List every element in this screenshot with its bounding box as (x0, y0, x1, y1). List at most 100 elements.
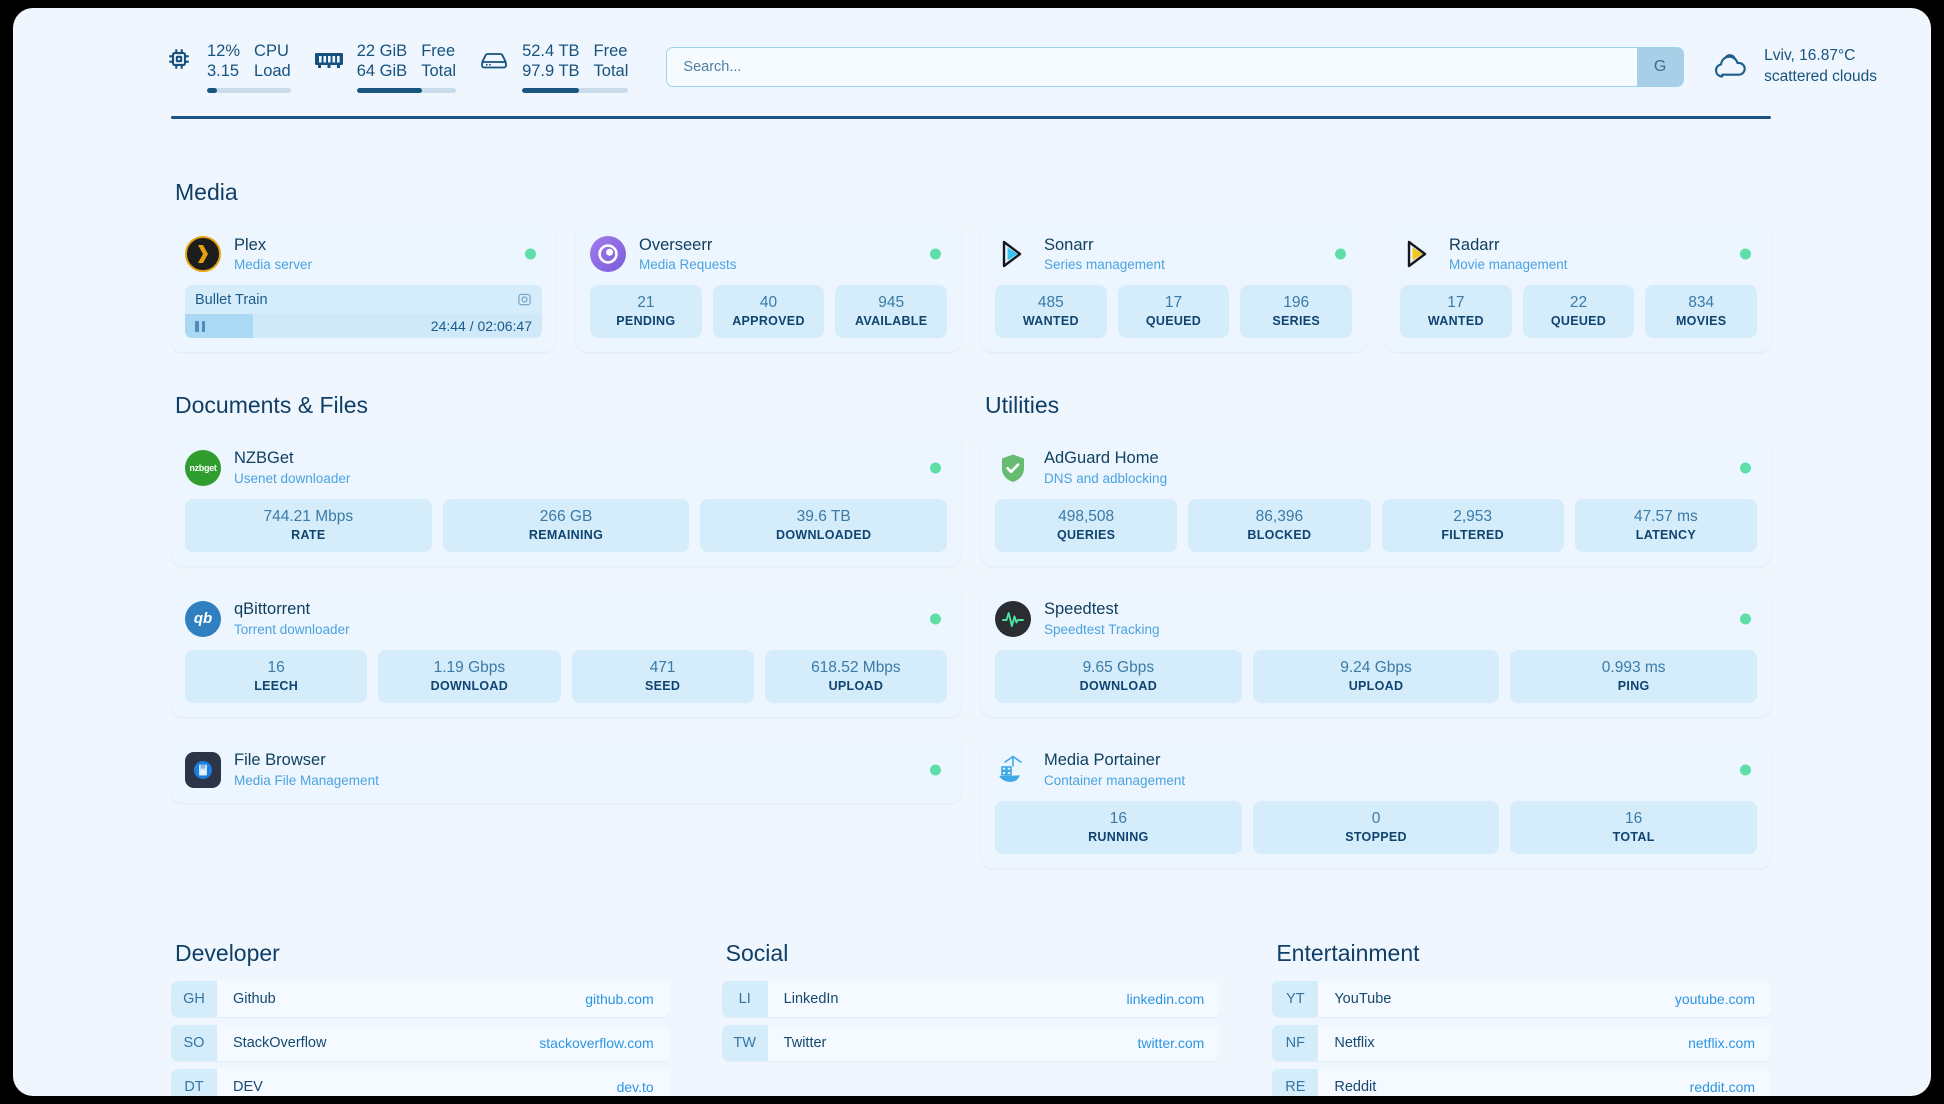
app-card-nzbget[interactable]: nzbget NZBGet Usenet downloader 744.21 M… (171, 435, 961, 567)
section-title-documents: Documents & Files (175, 392, 369, 419)
stat-tile: 40 APPROVED (712, 285, 825, 339)
app-card-speedtest[interactable]: Speedtest Speedtest Tracking 9.65 Gbps D… (981, 586, 1771, 718)
bookmark-abbr: GH (171, 980, 217, 1017)
stat-tile: 39.6 TB DOWNLOADED (700, 499, 948, 553)
stat-tile: 86,396 BLOCKED (1188, 499, 1371, 553)
stat-tile: 17 QUEUED (1117, 285, 1230, 339)
speedtest-icon (995, 600, 1031, 637)
bookmark-group-entertainment: Entertainment YT YouTube youtube.com NF … (1272, 939, 1772, 1096)
playback-progress-bar[interactable]: 24:44 / 02:06:47 (185, 314, 542, 339)
bookmark-item[interactable]: SO StackOverflow stackoverflow.com (171, 1024, 670, 1061)
app-name: Speedtest (1044, 600, 1119, 619)
memory-icon (313, 41, 345, 77)
app-stats: 485 WANTED 17 QUEUED 196 SERIES (995, 285, 1353, 339)
memory-values: 22 GiB 64 GiB (356, 41, 408, 80)
app-card-overseerr[interactable]: Overseerr Media Requests 21 PENDING 40 A… (576, 221, 961, 353)
bookmark-abbr: YT (1272, 980, 1319, 1017)
stat-tile: 1.19 Gbps DOWNLOAD (378, 650, 561, 704)
bookmark-url[interactable]: reddit.com (1689, 1078, 1756, 1095)
pause-icon[interactable] (195, 320, 205, 332)
app-stats: 16 RUNNING 0 STOPPED 16 TOTAL (995, 801, 1758, 854)
app-name: File Browser (234, 751, 326, 770)
app-name: Media Portainer (1044, 751, 1161, 770)
search-engine-button[interactable]: G (1637, 48, 1684, 86)
app-card-adguard-home[interactable]: AdGuard Home DNS and adblocking 498,508 … (981, 435, 1771, 567)
app-stats: 16 LEECH 1.19 Gbps DOWNLOAD 471 SEED (185, 650, 947, 704)
bookmark-name: StackOverflow (233, 1034, 327, 1051)
stat-tile: 945 AVAILABLE (835, 285, 948, 339)
app-stats: 21 PENDING 40 APPROVED 945 AVAILABLE (590, 285, 948, 339)
weather-condition: scattered clouds (1764, 68, 1877, 85)
stat-tile: 0 STOPPED (1252, 801, 1500, 854)
plex-icon (185, 235, 221, 272)
bookmark-item[interactable]: NF Netflix netflix.com (1272, 1024, 1772, 1061)
stat-tile: 9.24 Gbps UPLOAD (1252, 650, 1500, 704)
status-badge (930, 462, 941, 474)
stat-tile: 744.21 Mbps RATE (185, 499, 432, 553)
bookmark-url[interactable]: netflix.com (1688, 1034, 1756, 1051)
header-bar: 12% 3.15 CPU Load (13, 8, 1931, 100)
header-divider (171, 116, 1771, 119)
bookmark-item[interactable]: DT DEV dev.to (171, 1068, 670, 1096)
app-name: qBittorrent (234, 600, 311, 619)
app-name: Plex (234, 235, 267, 254)
bookmarks-area: Developer GH Github github.com SO StackO… (171, 939, 1772, 1096)
bookmark-abbr: SO (171, 1024, 217, 1061)
memory-usage-bar (356, 88, 457, 94)
stat-tile: 16 TOTAL (1510, 801, 1758, 854)
bookmark-name: Github (233, 990, 276, 1007)
bookmark-group-title: Developer (175, 939, 280, 966)
stat-cpu: 12% 3.15 CPU Load (163, 41, 291, 94)
nzbget-icon: nzbget (185, 449, 221, 486)
app-card-plex[interactable]: Plex Media server Bullet Train (171, 221, 556, 353)
app-subtitle: Series management (1044, 256, 1165, 272)
bookmark-name: DEV (233, 1078, 263, 1095)
stat-tile: 2,953 FILTERED (1381, 499, 1564, 553)
bookmark-url[interactable]: youtube.com (1674, 990, 1756, 1007)
status-badge (1740, 764, 1751, 776)
bookmark-item[interactable]: RE Reddit reddit.com (1272, 1068, 1772, 1096)
memory-labels: Free Total (421, 41, 457, 80)
app-card-file-browser[interactable]: File Browser Media File Management (171, 737, 961, 804)
app-card-qbittorrent[interactable]: qb qBittorrent Torrent downloader 16 (171, 586, 961, 718)
stat-tile: 196 SERIES (1240, 285, 1353, 339)
bookmark-url[interactable]: stackoverflow.com (539, 1034, 654, 1051)
bookmark-name: Twitter (783, 1034, 827, 1051)
cloud-icon (1710, 50, 1750, 84)
section-title-utilities: Utilities (985, 392, 1060, 419)
cast-icon[interactable] (517, 292, 532, 307)
search-input[interactable] (667, 48, 1638, 86)
cpu-values: 12% 3.15 (207, 41, 241, 80)
disk-labels: Free Total (593, 41, 629, 80)
bookmark-group-title: Entertainment (1276, 939, 1420, 966)
portainer-icon (995, 752, 1031, 788)
app-card-radarr[interactable]: Radarr Movie management 17 WANTED 22 QUE… (1386, 221, 1771, 353)
bookmark-abbr: RE (1272, 1068, 1319, 1096)
app-card-media-portainer[interactable]: Media Portainer Container management 16 … (981, 737, 1771, 868)
app-subtitle: Usenet downloader (234, 470, 351, 486)
bookmark-item[interactable]: TW Twitter twitter.com (721, 1024, 1221, 1061)
sonarr-icon (995, 236, 1031, 272)
cpu-labels: CPU Load (254, 41, 291, 80)
bookmark-url[interactable]: twitter.com (1137, 1034, 1205, 1051)
bookmark-item[interactable]: GH Github github.com (171, 980, 670, 1017)
app-stats: 744.21 Mbps RATE 266 GB REMAINING 39.6 T… (185, 499, 948, 553)
bookmark-item[interactable]: YT YouTube youtube.com (1272, 980, 1772, 1017)
status-badge (930, 764, 941, 776)
status-badge (930, 248, 941, 260)
app-card-sonarr[interactable]: Sonarr Series management 485 WANTED 17 Q… (981, 221, 1366, 353)
bookmark-url[interactable]: dev.to (616, 1078, 654, 1095)
status-badge (1335, 248, 1346, 260)
bookmark-url[interactable]: linkedin.com (1126, 990, 1205, 1007)
stat-tile: 16 LEECH (185, 650, 368, 704)
bookmark-name: YouTube (1334, 990, 1392, 1007)
bookmark-group-developer: Developer GH Github github.com SO StackO… (171, 940, 670, 1096)
stat-tile: 22 QUEUED (1522, 285, 1635, 339)
adguard-icon (995, 450, 1031, 486)
bookmark-url[interactable]: github.com (585, 990, 654, 1007)
app-subtitle: Media File Management (234, 772, 379, 788)
weather-location-temp: Lviv, 16.87°C (1764, 47, 1856, 65)
search-box[interactable]: G (666, 47, 1685, 87)
bookmark-item[interactable]: LI LinkedIn linkedin.com (721, 980, 1221, 1017)
cpu-icon (163, 41, 195, 77)
